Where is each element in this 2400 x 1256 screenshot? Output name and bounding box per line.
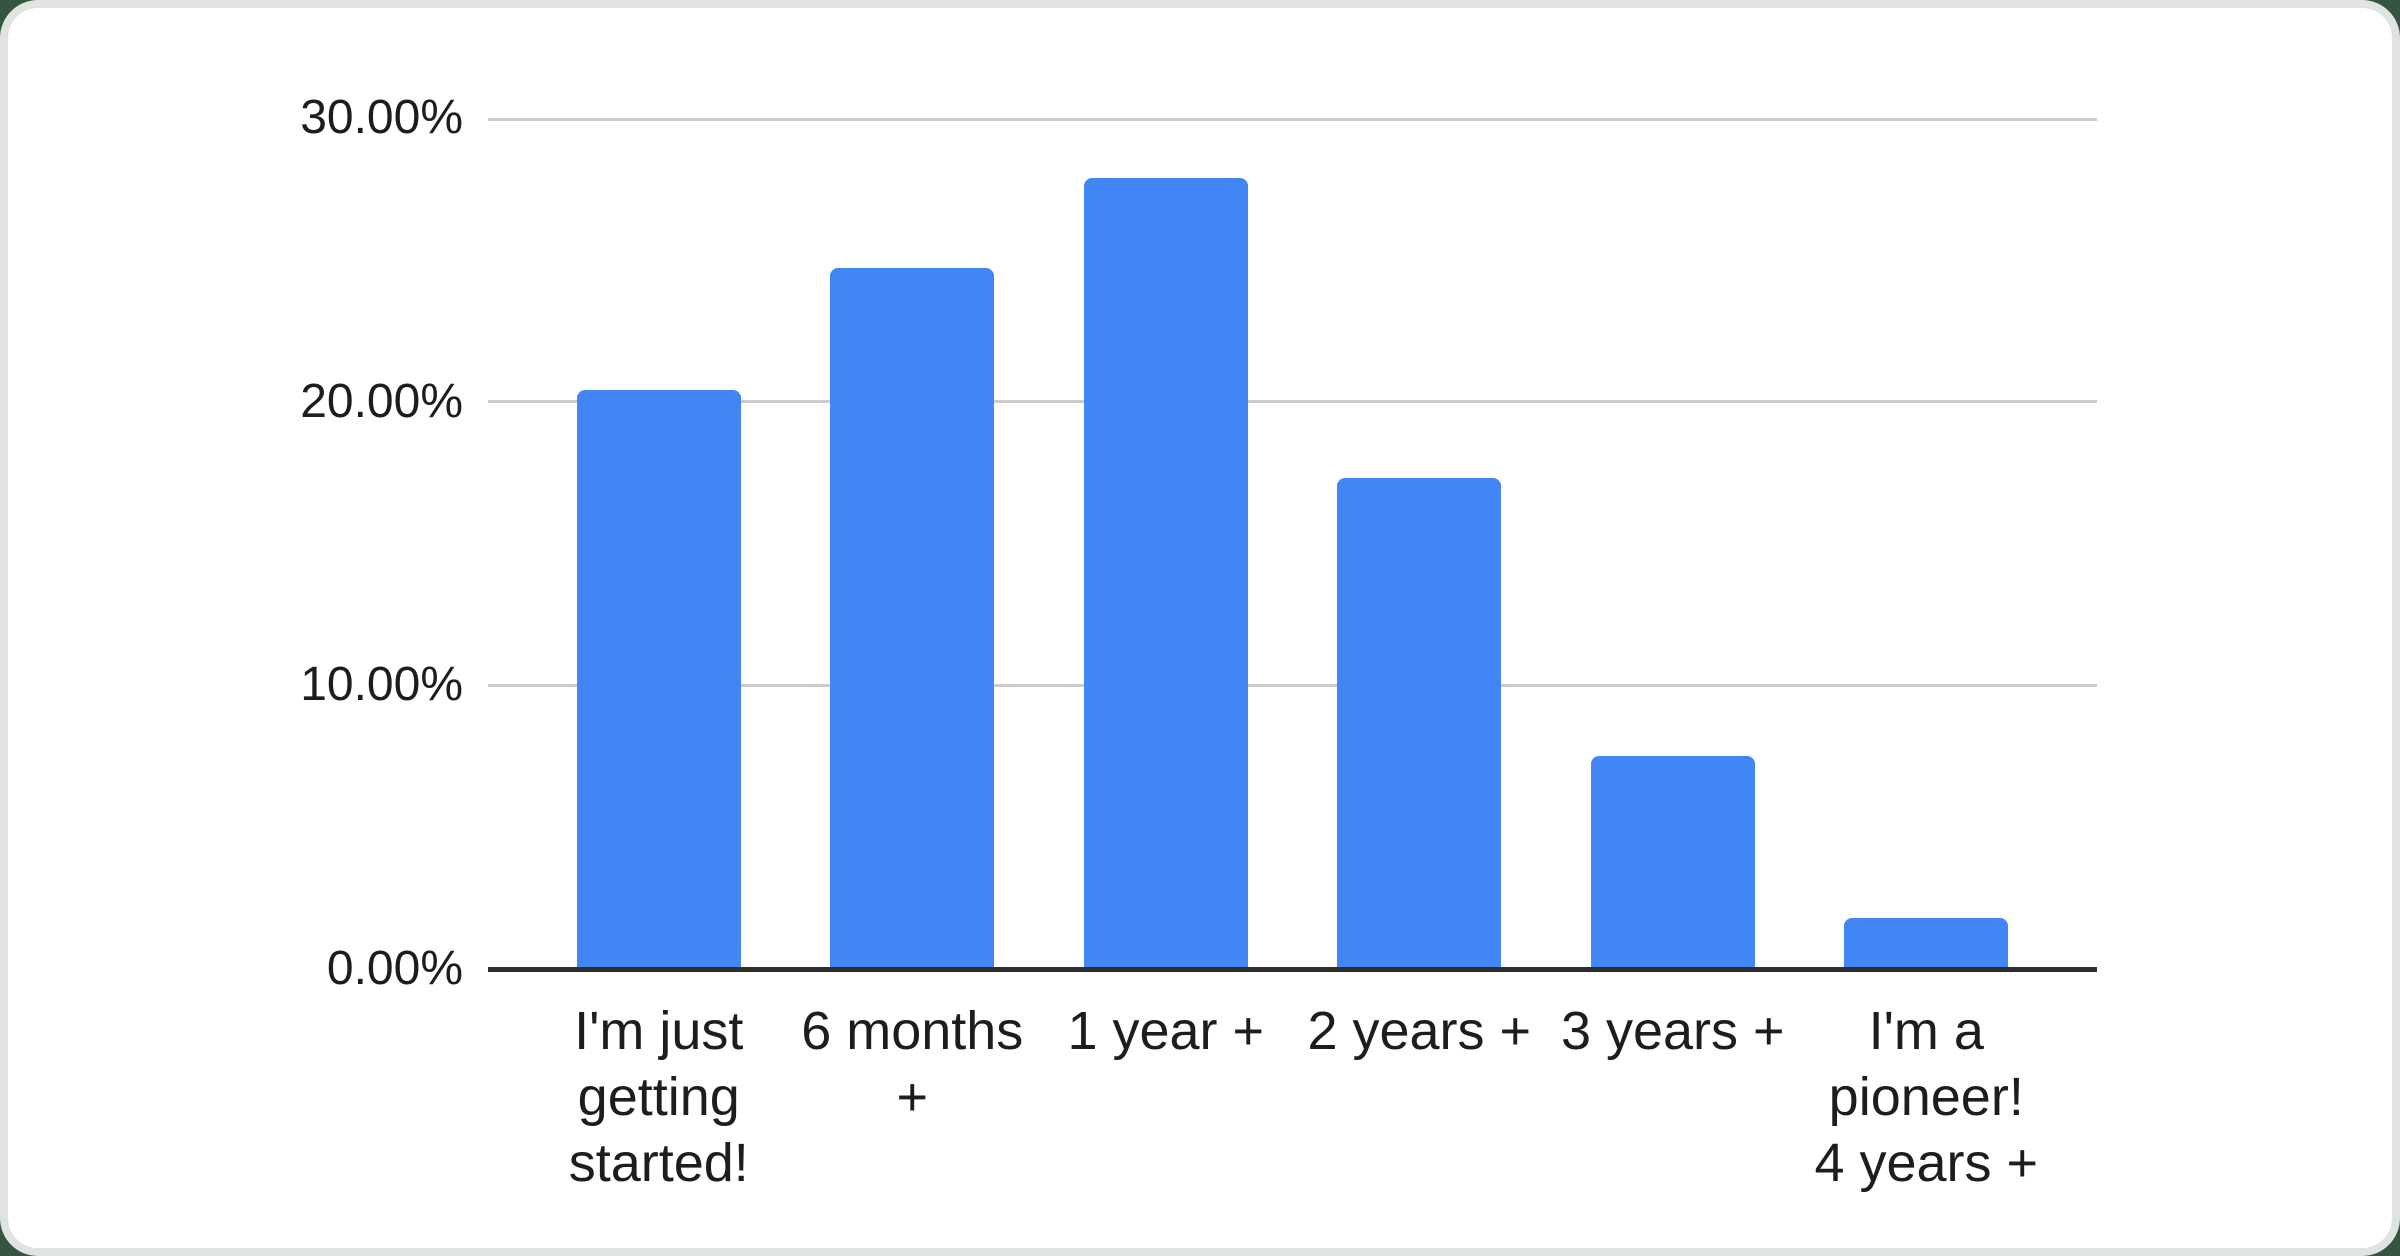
x-axis-category-label: I'm just getting started! (568, 1001, 749, 1193)
bar (1844, 918, 2009, 969)
bar-column (1800, 118, 2054, 969)
y-axis-tick-label: 0.00% (326, 942, 463, 995)
x-axis-category-label: 3 years + (1560, 1001, 1785, 1061)
gridline (488, 118, 2097, 121)
bars-row (532, 118, 2053, 969)
y-axis-tick-label: 10.00% (300, 658, 463, 712)
bar (576, 390, 741, 969)
gridline (488, 400, 2097, 404)
x-axis-category-labels: I'm just getting started! 6 months + 1 yea… (488, 998, 2097, 1196)
x-axis-category-label: 2 years + (1307, 1001, 1532, 1061)
x-axis-category-label: I'm a pioneer! 4 years + (1814, 1001, 2039, 1193)
x-label-column: 2 years + (1293, 998, 1547, 1196)
bar-column (1039, 118, 1293, 969)
x-label-column: 3 years + (1546, 998, 1800, 1196)
x-axis-category-label: 1 year + (1067, 1001, 1265, 1061)
bar (1337, 478, 1502, 969)
x-label-column: I'm just getting started! (532, 998, 786, 1196)
plot-area (488, 118, 2097, 972)
bar (1083, 178, 1248, 969)
gridline (488, 683, 2097, 687)
y-axis-tick-label: 20.00% (300, 374, 463, 428)
bar (1590, 756, 1755, 969)
chart-card: 0.00% 10.00% 20.00% 30.00% I'm just getting… (8, 8, 2392, 1248)
bar-column (786, 118, 1040, 969)
x-axis-baseline (488, 967, 2097, 972)
x-axis-category-label: 6 months + (801, 1001, 1024, 1127)
x-label-column: I'm a pioneer! 4 years + (1800, 998, 2054, 1196)
x-label-column: 1 year + (1039, 998, 1293, 1196)
bar-column (532, 118, 786, 969)
bar (830, 268, 995, 969)
y-axis-tick-label: 30.00% (300, 91, 463, 144)
bar-column (1293, 118, 1547, 969)
bar-column (1546, 118, 1800, 969)
x-label-column: 6 months + (786, 998, 1040, 1196)
